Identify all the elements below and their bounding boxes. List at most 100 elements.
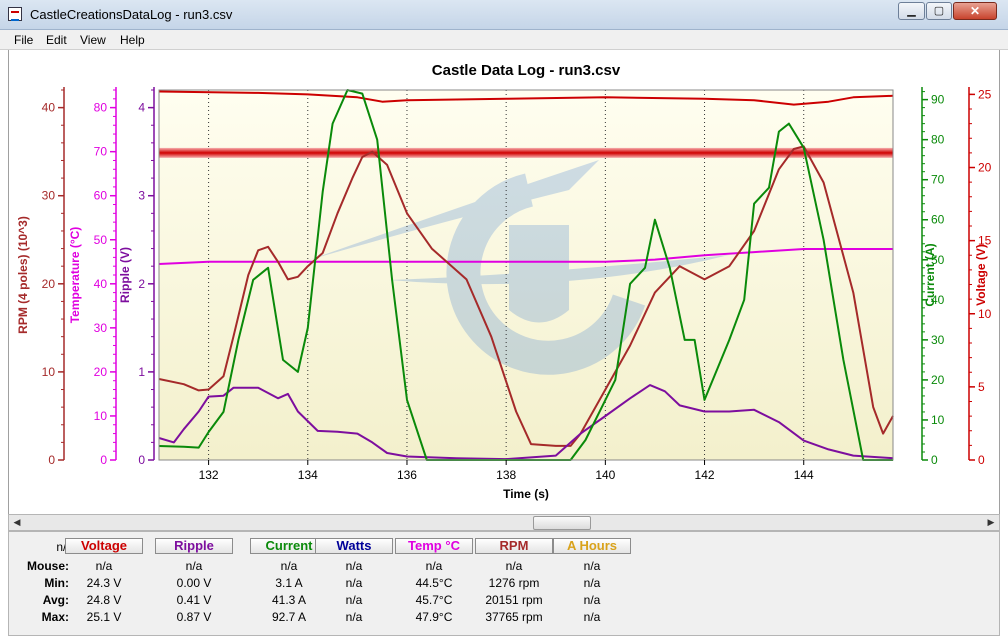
current-tick-label: 20: [931, 373, 945, 387]
legend-voltage-button[interactable]: Voltage: [65, 538, 143, 554]
stats-value-ahours: n/a: [583, 593, 601, 607]
current-axis: 0 10 20 30 40 50 60 70 80 90 Current (A): [921, 87, 945, 467]
stats-value-rpm: n/a: [505, 559, 523, 573]
stats-value-ripple: 0.00 V: [176, 576, 212, 590]
scroll-right-icon[interactable]: ▶: [987, 517, 995, 527]
temp-tick-label: 30: [94, 321, 108, 335]
menu-view[interactable]: View: [80, 33, 106, 47]
menu-file[interactable]: File: [14, 33, 34, 47]
stats-value-rpm: 20151 rpm: [485, 593, 543, 607]
rpm-tick-label: 20: [42, 277, 56, 291]
voltage-series-line: [158, 90, 894, 106]
stats-value-watts: n/a: [345, 610, 363, 624]
stats-value-rpm: 1276 rpm: [488, 576, 540, 590]
stats-value-watts: n/a: [345, 559, 363, 573]
stats-value-ripple: n/a: [185, 559, 203, 573]
x-tick-label: 136: [397, 468, 417, 482]
legend-temp-button[interactable]: Temp °C: [395, 538, 473, 554]
legend-watts-button[interactable]: Watts: [315, 538, 393, 554]
ripple-tick-label: 3: [138, 189, 145, 203]
minimize-button[interactable]: ▁: [898, 2, 925, 20]
menu-edit[interactable]: Edit: [46, 33, 67, 47]
stats-value-watts: n/a: [345, 576, 363, 590]
x-tick-label: 140: [595, 468, 615, 482]
horizontal-scrollbar[interactable]: ◀ ▶: [8, 514, 1000, 531]
temp-tick-label: 20: [94, 365, 108, 379]
scroll-left-icon[interactable]: ◀: [13, 517, 21, 527]
ripple-axis-label: Ripple (V): [118, 247, 132, 303]
voltage-tick-label: 15: [978, 234, 992, 248]
rpm-tick-label: 40: [42, 101, 56, 115]
temp-axis: 0 10 20 30 40 50 60 70 80 Temperature (°C): [68, 87, 117, 467]
maximize-button[interactable]: ▢: [926, 2, 952, 20]
close-button[interactable]: ✕: [953, 2, 997, 20]
stats-value-rpm: 37765 rpm: [485, 610, 543, 624]
stats-value-ripple: 0.87 V: [176, 610, 212, 624]
ripple-tick-label: 2: [138, 277, 145, 291]
voltage-axis-label: Voltage (V): [974, 244, 988, 306]
stats-value-current: 3.1 A: [275, 576, 303, 590]
stats-value-current: 92.7 A: [271, 610, 307, 624]
stats-value-voltage: 25.1 V: [86, 610, 122, 624]
chart-panel: Castle Data Log - run3.csv 132 134 136 138 14…: [8, 50, 1000, 514]
app-logo-icon: [8, 7, 22, 21]
current-tick-label: 90: [931, 93, 945, 107]
temp-tick-label: 40: [94, 277, 108, 291]
temp-tick-label: 80: [94, 101, 108, 115]
menu-help[interactable]: Help: [120, 33, 145, 47]
x-tick-label: 134: [298, 468, 318, 482]
temp-tick-label: 50: [94, 233, 108, 247]
voltage-axis: 0 5 10 15 20 25 Voltage (V): [968, 87, 992, 467]
minimize-icon: ▁: [907, 5, 916, 17]
ripple-tick-label: 4: [138, 101, 145, 115]
temp-tick-label: 70: [94, 145, 108, 159]
stats-value-current: n/a: [280, 559, 298, 573]
current-tick-label: 70: [931, 173, 945, 187]
stats-value-temp: n/a: [425, 559, 443, 573]
x-tick-label: 144: [794, 468, 814, 482]
rpm-series-line: [158, 145, 894, 447]
menu-bar: File Edit View Help: [0, 30, 1008, 50]
voltage-cutoff-band: [159, 147, 893, 158]
legend-ahours-button[interactable]: A Hours: [553, 538, 631, 554]
x-tick-label: 132: [199, 468, 219, 482]
stats-value-voltage: 24.3 V: [86, 576, 122, 590]
stats-value-ahours: n/a: [583, 576, 601, 590]
scroll-thumb[interactable]: [533, 516, 591, 530]
temp-axis-label: Temperature (°C): [68, 227, 82, 324]
stats-row-label: Min:: [44, 576, 69, 590]
title-bar: CastleCreationsDataLog - run3.csv ▁ ▢ ✕: [0, 0, 1008, 30]
stats-value-temp: 47.9°C: [415, 610, 453, 624]
current-axis-label: Current (A): [923, 243, 937, 306]
rpm-tick-label: 0: [48, 453, 55, 467]
rpm-axis: 0 10 20 30 40 RPM (4 poles) (10^3): [16, 87, 65, 467]
stats-value-temp: 45.7°C: [415, 593, 453, 607]
rpm-tick-label: 30: [42, 189, 56, 203]
stats-value-watts: n/a: [345, 593, 363, 607]
voltage-tick-label: 20: [978, 161, 992, 175]
current-tick-label: 60: [931, 213, 945, 227]
ripple-axis: 0 1 2 3 4 Ripple (V): [118, 87, 155, 467]
voltage-tick-label: 5: [978, 380, 985, 394]
stats-value-voltage: n/a: [95, 559, 113, 573]
voltage-tick-label: 25: [978, 87, 992, 101]
current-tick-label: 50: [931, 253, 945, 267]
temp-tick-label: 60: [94, 189, 108, 203]
temp-tick-label: 0: [100, 453, 107, 467]
legend-ripple-button[interactable]: Ripple: [155, 538, 233, 554]
plot-border: [158, 89, 894, 461]
current-series-line: [158, 89, 893, 461]
current-tick-label: 30: [931, 333, 945, 347]
chart-title: Castle Data Log - run3.csv: [432, 62, 621, 79]
voltage-tick-label: 0: [978, 453, 985, 467]
stats-value-ripple: 0.41 V: [176, 593, 212, 607]
legend-current-button[interactable]: Current: [250, 538, 328, 554]
ripple-tick-label: 1: [138, 365, 145, 379]
rpm-axis-label: RPM (4 poles) (10^3): [16, 216, 30, 334]
stats-row-label: Avg:: [42, 593, 69, 607]
x-tick-label: 138: [496, 468, 516, 482]
current-tick-label: 80: [931, 133, 945, 147]
legend-rpm-button[interactable]: RPM: [475, 538, 553, 554]
